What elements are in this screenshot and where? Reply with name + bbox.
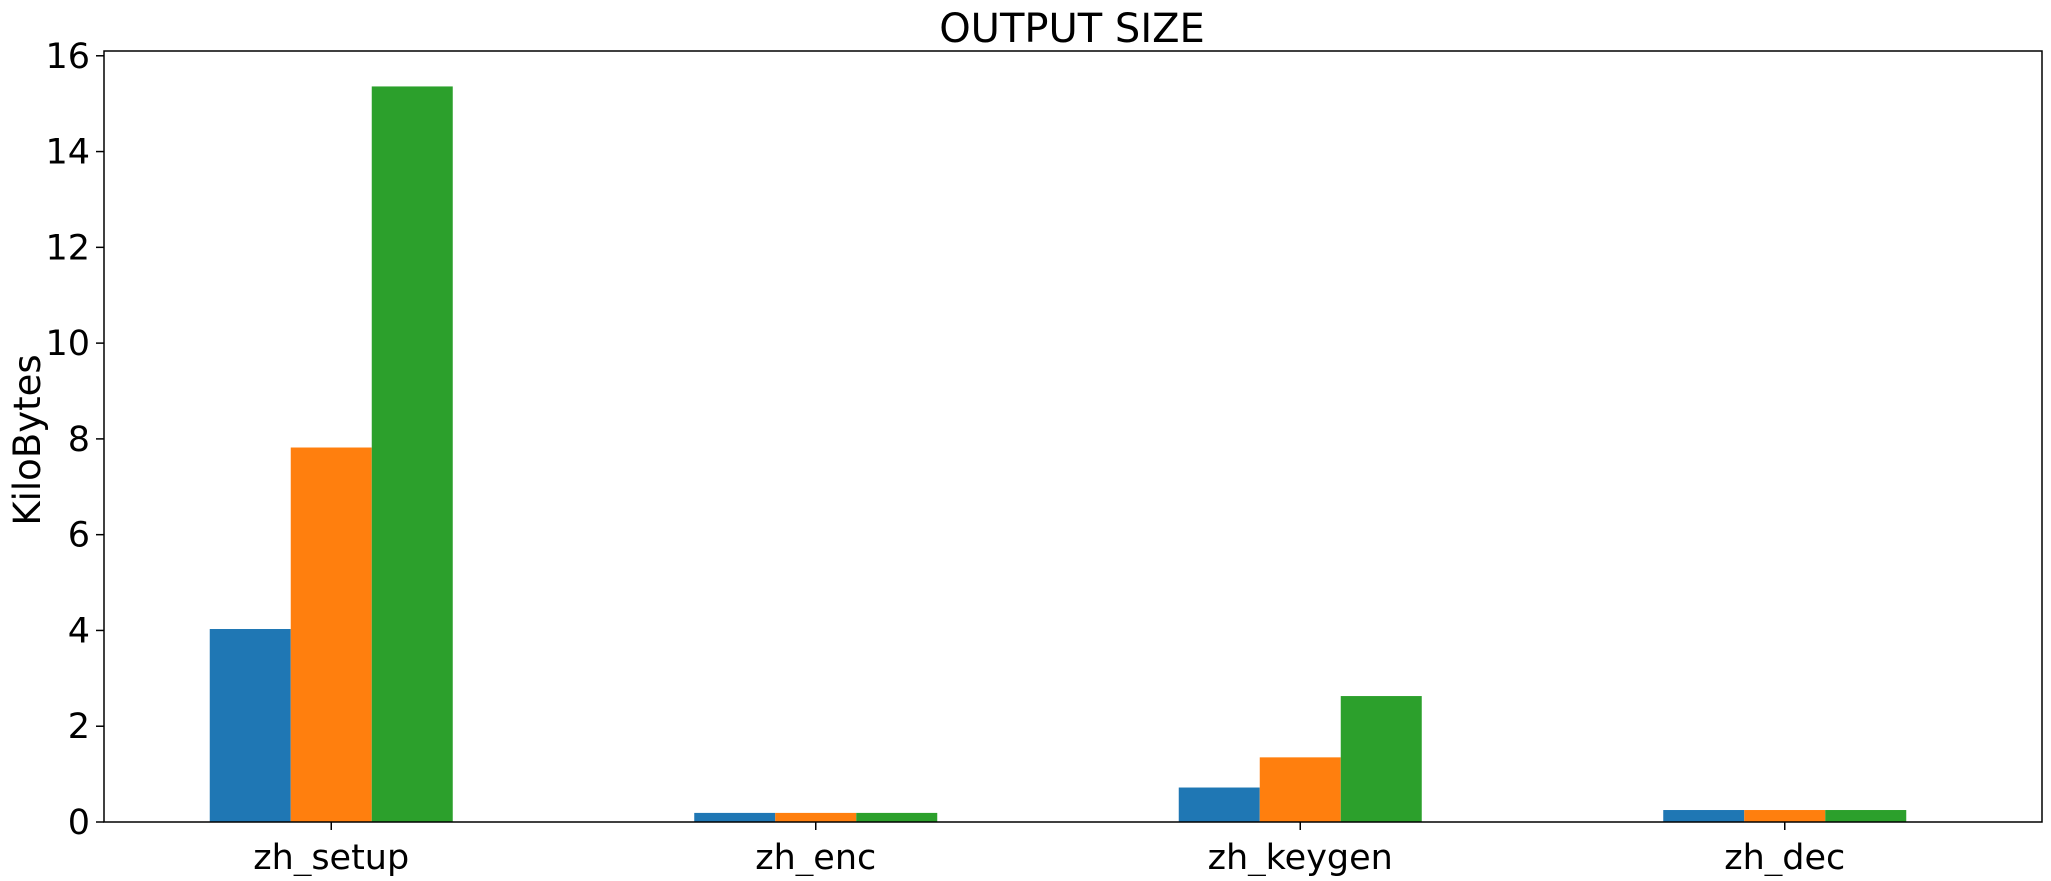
bar xyxy=(1663,810,1745,822)
y-tick-label: 8 xyxy=(68,420,90,460)
bar xyxy=(290,447,372,822)
y-tick-label: 2 xyxy=(68,707,90,747)
plot-area: zh_setup zh_enc zh_keygen zh_dec 0 2 4 6 8 10 12 14… xyxy=(45,37,2043,878)
plot-frame xyxy=(103,50,2043,823)
y-tick-label: 14 xyxy=(45,133,90,173)
chart-title: OUTPUT SIZE xyxy=(939,6,1205,52)
y-tick-label: 10 xyxy=(45,324,90,364)
bar xyxy=(1259,757,1341,822)
y-tick-label: 12 xyxy=(45,228,90,268)
x-tick-label: zh_keygen xyxy=(1208,838,1393,876)
bar xyxy=(1825,810,1907,822)
y-tick-label: 16 xyxy=(45,37,90,77)
y-tick-label: 4 xyxy=(68,611,90,651)
x-tick-label: zh_enc xyxy=(755,838,876,876)
bar xyxy=(856,812,938,822)
y-axis-label: KiloBytes xyxy=(6,354,49,525)
bar xyxy=(209,629,291,822)
y-tick-label: 6 xyxy=(68,516,90,556)
bar xyxy=(775,812,857,822)
bar xyxy=(1744,810,1826,822)
bar xyxy=(694,812,776,822)
bar xyxy=(371,86,453,823)
bar xyxy=(1178,787,1260,822)
x-tick-label: zh_setup xyxy=(253,838,409,876)
x-tick-label: zh_dec xyxy=(1724,838,1845,876)
bar xyxy=(1340,696,1422,822)
y-tick-label: 0 xyxy=(68,803,90,843)
